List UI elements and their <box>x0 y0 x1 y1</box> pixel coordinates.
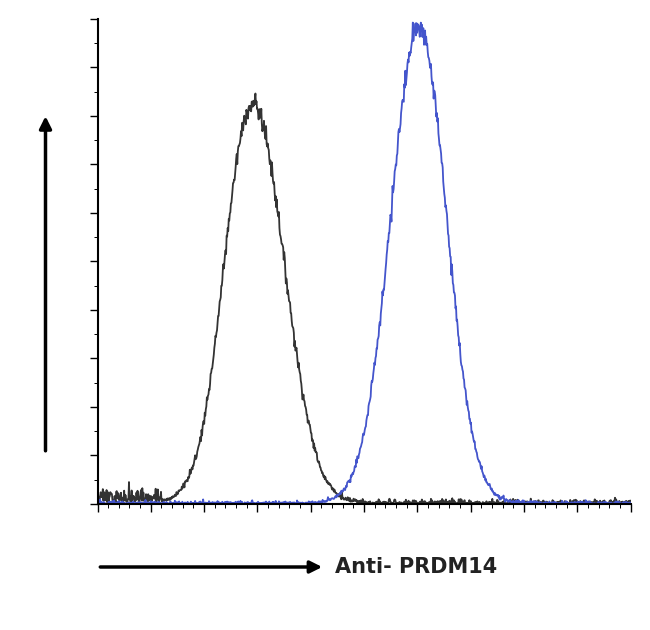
Text: Anti- PRDM14: Anti- PRDM14 <box>335 557 497 577</box>
